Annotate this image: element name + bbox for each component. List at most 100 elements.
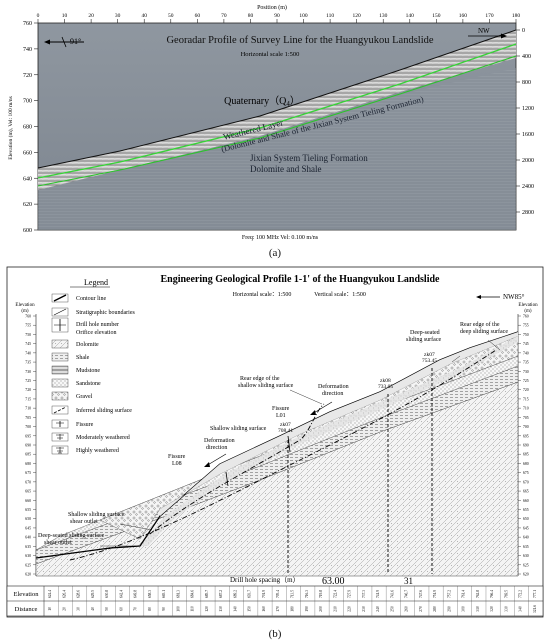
left-elev-label: 680	[25, 462, 31, 466]
legend-item: Orifice elevation	[76, 329, 116, 336]
table-distance-cell: 170	[276, 606, 280, 612]
top-tick-label: 100	[299, 13, 308, 19]
table-elevation-cell: 684.6	[191, 590, 195, 598]
table-distance-cell: 50	[105, 607, 109, 611]
leader-rear-deep	[487, 339, 501, 351]
top-tick-label: 20	[88, 13, 94, 19]
right-elev-label: 705	[523, 416, 529, 420]
legend-label: Sandstone	[76, 381, 101, 387]
table-distance-cell: 60	[119, 607, 123, 611]
table-distance-cell: 260	[405, 606, 409, 612]
right-elev-label: 670	[523, 480, 529, 484]
ann-deform1-2: direction	[206, 445, 227, 451]
table-elevation-cell: 743.6	[390, 590, 394, 598]
table-elevation-cell: 777.1	[533, 590, 537, 598]
right-elev-label: 735	[523, 361, 529, 365]
geological-profile-panel: Engineering Geological Profile 1-1' of t…	[6, 266, 544, 618]
table-elevation-cell: 629.5	[91, 590, 95, 598]
table-distance-cell: 280	[433, 606, 437, 612]
ann-deep-seated-1: Deep-seated	[410, 330, 440, 336]
table-distance-cell: 270	[419, 606, 423, 612]
georadar-profile-panel: Position (m) 0 10 20 30 40 50 60 70 80 90 100 110 12…	[7, 4, 534, 241]
green-horizon-upper	[37, 43, 517, 179]
cross-section	[35, 331, 519, 577]
ann-rear-deep-1: Rear edge of the	[460, 321, 500, 328]
right-elev-label: 665	[523, 490, 529, 494]
right-elev-label: 720	[523, 388, 529, 392]
right-elev-ticks: 760 755 750 745 740 735 730 725 720 715 710 705 700 6…	[518, 315, 529, 577]
left-elev-label: 650	[25, 517, 31, 521]
table-distance-cell: 100	[176, 606, 180, 612]
right-elev-label: 740	[523, 351, 529, 355]
right-tick-label: 2000	[522, 158, 534, 164]
annotations: Rear edge of the deep sliding surface De…	[38, 321, 508, 546]
legend-item: Sandstone	[51, 378, 101, 388]
table-elevation-cell: 642.4	[119, 590, 123, 598]
table-elevation-cell: 693.7	[248, 590, 252, 598]
fissure-l08	[225, 471, 229, 487]
left-elev-label: 665	[25, 490, 31, 494]
elev-right-header: Elevation	[518, 303, 538, 308]
table-elevation-cell: 727.9	[348, 590, 352, 598]
table-elevation-cell: 649.8	[134, 590, 138, 598]
legend-item: Dolomite	[51, 339, 99, 349]
table-elevation-cell: 701.9	[262, 590, 266, 598]
right-elev-label: 660	[523, 499, 529, 503]
top-tick-label: 150	[432, 13, 441, 19]
right-elev-label: 725	[523, 379, 529, 383]
legend-label: Gravel	[76, 394, 93, 400]
table-distance-cell: 250	[390, 606, 394, 612]
deep-sliding-surface	[69, 349, 497, 561]
table-elevation-cell: 769.5	[504, 590, 508, 598]
drill-1-elev: 708.41	[278, 428, 293, 434]
table-elevation-cell: 741.9	[376, 590, 380, 598]
legend-item: Stratigraphic boundaries	[51, 307, 135, 317]
table-elevation-cell: 665.1	[162, 590, 166, 598]
right-elev-label: 635	[523, 545, 529, 549]
table-distance-cell: 320	[490, 606, 494, 612]
right-elev-label: 645	[523, 526, 529, 530]
right-tick-label: 1200	[522, 106, 534, 112]
top-tick-label: 40	[141, 13, 147, 19]
left-elev-label: 670	[25, 480, 31, 484]
right-elev-label: 730	[523, 370, 529, 374]
right-tick-label: 400	[522, 54, 531, 60]
table-elevation-cell: 737.3	[362, 590, 366, 598]
right-elev-label: 680	[523, 462, 529, 466]
drill-spacing-2: 31	[404, 576, 413, 586]
drill-3-elev: 753.45	[422, 358, 437, 364]
ann-rear-shallow-1: Rear edge of the	[240, 375, 280, 382]
nw-indicator: NW	[468, 27, 507, 39]
left-elev-label: 640	[25, 536, 31, 540]
left-elev-label: 675	[25, 471, 31, 475]
top-axis-title: Position (m)	[257, 4, 287, 11]
table-elevation-cell: 719.8	[319, 590, 323, 598]
drill-spacing-1: 63.00	[322, 576, 345, 587]
left-elev-label: 635	[25, 545, 31, 549]
table-distance-cell: 200	[319, 606, 323, 612]
ann-fissure2-2: L01	[276, 413, 286, 419]
table-elevation-cell: 687.2	[219, 590, 223, 598]
ann-deform2-1: Deformation	[318, 383, 349, 390]
table-elevation-cell: 746.7	[405, 590, 409, 598]
left-elev-label: 710	[25, 407, 31, 411]
shallow-sliding-surface	[149, 403, 325, 535]
table-distance-cell: 70	[134, 607, 138, 611]
left-elev-label: 715	[25, 397, 31, 401]
right-elev-label: 700	[523, 425, 529, 429]
legend-item: Gravel	[51, 391, 93, 401]
left-elev-label: 720	[25, 388, 31, 392]
left-elev-label: 630	[25, 554, 31, 558]
elev-right-unit: (m)	[524, 309, 532, 314]
radar-deep-reflection-zone	[38, 68, 516, 230]
left-tick-label: 700	[23, 99, 32, 105]
fissure-l01	[287, 435, 291, 453]
right-elev-label: 695	[523, 434, 529, 438]
table-distance-cell: 310	[476, 606, 480, 612]
drill-hole-labels: zk07 708.41 zk08 733.05 zk07 753.45	[278, 352, 437, 434]
table-distance-cell: 290	[447, 606, 451, 612]
table-elevation-cell: 722.4	[333, 590, 337, 598]
table-distance-cell: 40	[91, 607, 95, 611]
left-elev-label: 700	[25, 425, 31, 429]
drill-1-id: zk07	[280, 422, 291, 428]
